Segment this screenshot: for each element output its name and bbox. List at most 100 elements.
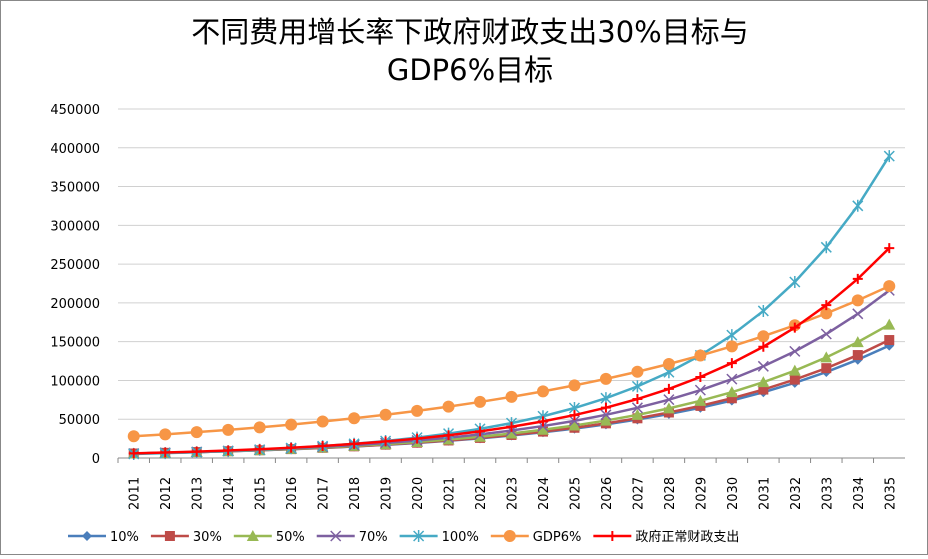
marker: [316, 415, 329, 428]
marker: [159, 428, 172, 441]
marker: [474, 395, 487, 408]
marker: [600, 392, 612, 405]
x-tick-label: 2020: [411, 477, 426, 510]
marker: [379, 408, 392, 421]
x-tick-label: 2024: [537, 477, 552, 510]
marker: [821, 363, 832, 374]
marker: [789, 374, 800, 385]
marker: [726, 329, 738, 342]
marker: [568, 419, 581, 431]
marker: [191, 446, 202, 457]
marker: [505, 427, 518, 439]
marker: [662, 402, 675, 414]
marker: [725, 340, 738, 353]
marker: [884, 243, 895, 254]
marker: [757, 330, 770, 343]
marker: [607, 531, 618, 541]
legend-label: 70%: [359, 530, 388, 545]
marker: [852, 350, 863, 361]
x-tick-label: 2027: [631, 477, 646, 510]
y-tick-label: 150000: [50, 336, 100, 351]
legend-label: 政府正常财政支出: [635, 530, 739, 545]
x-tick-label: 2022: [474, 477, 489, 510]
marker: [631, 365, 644, 378]
legend-item: 政府正常财政支出: [593, 530, 739, 545]
marker: [568, 379, 581, 392]
x-tick-label: 2028: [663, 477, 678, 510]
legend-item: 50%: [233, 530, 305, 545]
marker: [536, 385, 549, 398]
marker: [663, 383, 674, 394]
marker: [349, 438, 360, 449]
marker: [757, 360, 769, 372]
marker: [160, 447, 171, 458]
y-tick-label: 100000: [50, 374, 100, 389]
marker: [663, 394, 675, 406]
x-tick-label: 2021: [443, 477, 458, 510]
marker: [412, 433, 423, 444]
x-tick-label: 2023: [506, 477, 521, 510]
marker: [789, 345, 801, 357]
marker: [286, 442, 297, 453]
marker: [190, 426, 203, 439]
x-tick-label: 2031: [757, 477, 772, 510]
marker: [852, 308, 864, 320]
x-tick-label: 2032: [789, 477, 804, 510]
marker: [506, 421, 517, 432]
marker: [631, 380, 643, 393]
marker: [726, 358, 737, 369]
marker: [851, 336, 864, 348]
marker: [726, 393, 737, 404]
marker: [380, 436, 391, 447]
x-tick-label: 2030: [726, 477, 741, 510]
marker: [442, 400, 455, 413]
y-tick-label: 400000: [50, 142, 100, 157]
marker: [757, 304, 769, 317]
marker: [475, 426, 486, 437]
marker: [631, 408, 644, 420]
marker: [725, 386, 738, 398]
y-tick-label: 450000: [50, 103, 100, 118]
marker: [600, 402, 611, 413]
marker: [726, 373, 738, 385]
legend-item: GDP6%: [490, 530, 581, 545]
marker: [254, 444, 265, 455]
x-tick-label: 2011: [128, 477, 143, 510]
marker: [883, 150, 895, 163]
marker: [599, 372, 612, 385]
legend-label: 50%: [276, 530, 305, 545]
marker: [694, 349, 707, 362]
marker: [127, 430, 140, 443]
marker: [82, 531, 92, 541]
legend-item: 30%: [150, 530, 222, 545]
x-tick-label: 2015: [254, 477, 269, 510]
marker: [789, 275, 801, 288]
marker: [694, 394, 707, 406]
x-tick-label: 2033: [820, 477, 835, 510]
marker: [662, 358, 675, 371]
marker: [413, 530, 425, 542]
x-tick-label: 2018: [348, 477, 363, 510]
marker: [757, 376, 770, 388]
marker: [411, 404, 424, 417]
marker: [285, 418, 298, 431]
marker: [883, 280, 896, 293]
marker: [851, 294, 864, 307]
y-tick-label: 200000: [50, 297, 100, 312]
marker: [505, 390, 518, 403]
marker: [695, 371, 706, 382]
x-tick-label: 2013: [191, 477, 206, 510]
x-tick-label: 2029: [694, 477, 709, 510]
marker: [820, 328, 832, 340]
marker: [599, 414, 612, 426]
y-tick-label: 350000: [50, 181, 100, 196]
marker: [330, 530, 342, 542]
marker: [884, 335, 895, 346]
marker: [694, 384, 706, 396]
x-tick-label: 2035: [883, 477, 898, 510]
marker: [852, 199, 864, 212]
x-tick-label: 2019: [380, 477, 395, 510]
marker: [883, 318, 896, 330]
marker: [821, 300, 832, 311]
